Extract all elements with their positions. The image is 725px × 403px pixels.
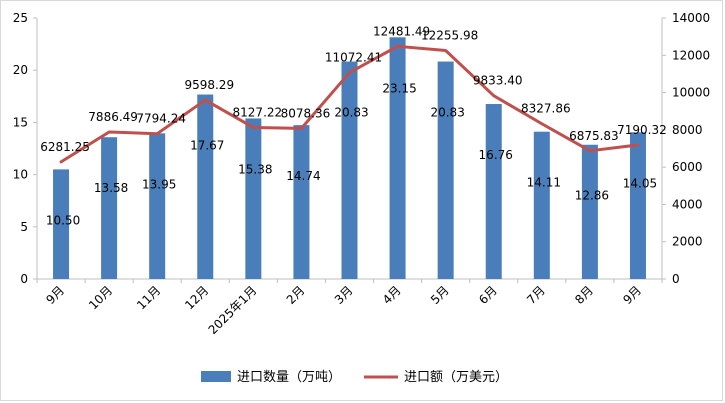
bar: [629, 132, 646, 279]
bar: [533, 131, 550, 279]
bar-data-label: 15.38: [238, 162, 272, 176]
x-category-label: 9月: [43, 283, 67, 307]
legend-label-line: 进口额（万美元）: [404, 370, 508, 385]
bar: [101, 137, 118, 279]
bar-data-label: 12.86: [575, 189, 609, 203]
bar: [341, 61, 358, 279]
legend-swatch-bars: [201, 371, 231, 382]
line-path: [59, 44, 640, 164]
x-category-label: 2025年1月: [206, 283, 260, 337]
bar-data-label: 20.83: [430, 106, 464, 120]
x-category-label: 11月: [134, 283, 163, 312]
line-data-label: 12255.98: [421, 29, 478, 43]
bar-data-label: 16.76: [479, 148, 513, 162]
x-category-label: 10月: [86, 283, 115, 312]
bar: [149, 133, 166, 279]
x-category-label: 9月: [620, 283, 644, 307]
bar: [245, 118, 262, 279]
y-left-tick-label: 5: [20, 220, 28, 234]
y-right-tick-label: 14000: [672, 11, 710, 25]
data-labels: 10.50 13.58 13.95 17.67 15.38 14.74 20.83 23.15…: [40, 24, 667, 227]
line-data-label: 9598.29: [184, 78, 234, 92]
y-right-tick-label: 4000: [672, 197, 703, 211]
y-left-tick-label: 0: [20, 272, 28, 286]
line-data-label: 12481.49: [373, 24, 430, 38]
line-data-label: 6875.83: [569, 129, 619, 143]
bar-data-label: 13.58: [94, 181, 128, 195]
x-category-label: 4月: [380, 283, 404, 307]
legend: 进口数量（万吨） 进口额（万美元）: [201, 370, 508, 385]
x-category-label: 7月: [524, 283, 548, 307]
bars: [53, 37, 646, 280]
y-left-tick-label: 25: [13, 11, 28, 25]
bar: [389, 37, 406, 280]
line-data-label: 8078.36: [281, 106, 331, 120]
y-left-tick-label: 15: [13, 115, 28, 129]
x-category-label: 8月: [572, 283, 596, 307]
bar-data-label: 10.50: [46, 213, 80, 227]
bar-data-label: 20.83: [334, 106, 368, 120]
bar: [293, 125, 310, 279]
legend-label-bars: 进口数量（万吨）: [237, 370, 341, 385]
line-data-label: 9833.40: [473, 74, 523, 88]
x-category-label: 3月: [332, 283, 356, 307]
bar-data-label: 13.95: [142, 177, 176, 191]
x-category-label: 5月: [428, 283, 452, 307]
line-data-label: 8327.86: [521, 102, 571, 116]
bar-data-label: 14.11: [527, 176, 561, 190]
y-right-tick-label: 0: [672, 272, 680, 286]
y-left-tick-label: 20: [13, 63, 28, 77]
y-right-tick-label: 8000: [672, 123, 703, 137]
y-right-tick-label: 6000: [672, 160, 703, 174]
line-data-label: 8127.22: [233, 105, 283, 119]
line-series: [59, 44, 640, 164]
x-category-label: 2月: [284, 283, 308, 307]
x-category-label: 12月: [182, 283, 211, 312]
bar: [581, 144, 598, 279]
bar-data-label: 14.05: [623, 176, 657, 190]
line-data-label: 7886.49: [88, 110, 138, 124]
bar-data-label: 17.67: [190, 139, 224, 153]
y-right-tick-label: 10000: [672, 86, 710, 100]
line-data-label: 6281.25: [40, 140, 90, 154]
bar: [53, 169, 70, 279]
y-right-tick-label: 2000: [672, 235, 703, 249]
x-category-label: 6月: [476, 283, 500, 307]
bar: [437, 61, 454, 279]
bar: [485, 104, 502, 279]
bar: [197, 94, 214, 279]
y-left-tick-label: 10: [13, 168, 28, 182]
line-data-label: 7190.32: [617, 123, 667, 137]
y-right-tick-label: 12000: [672, 48, 710, 62]
line-data-label: 11072.41: [325, 51, 382, 65]
bar-data-label: 14.74: [286, 169, 320, 183]
line-data-label: 7794.24: [136, 112, 186, 126]
bar-data-label: 23.15: [382, 81, 416, 95]
